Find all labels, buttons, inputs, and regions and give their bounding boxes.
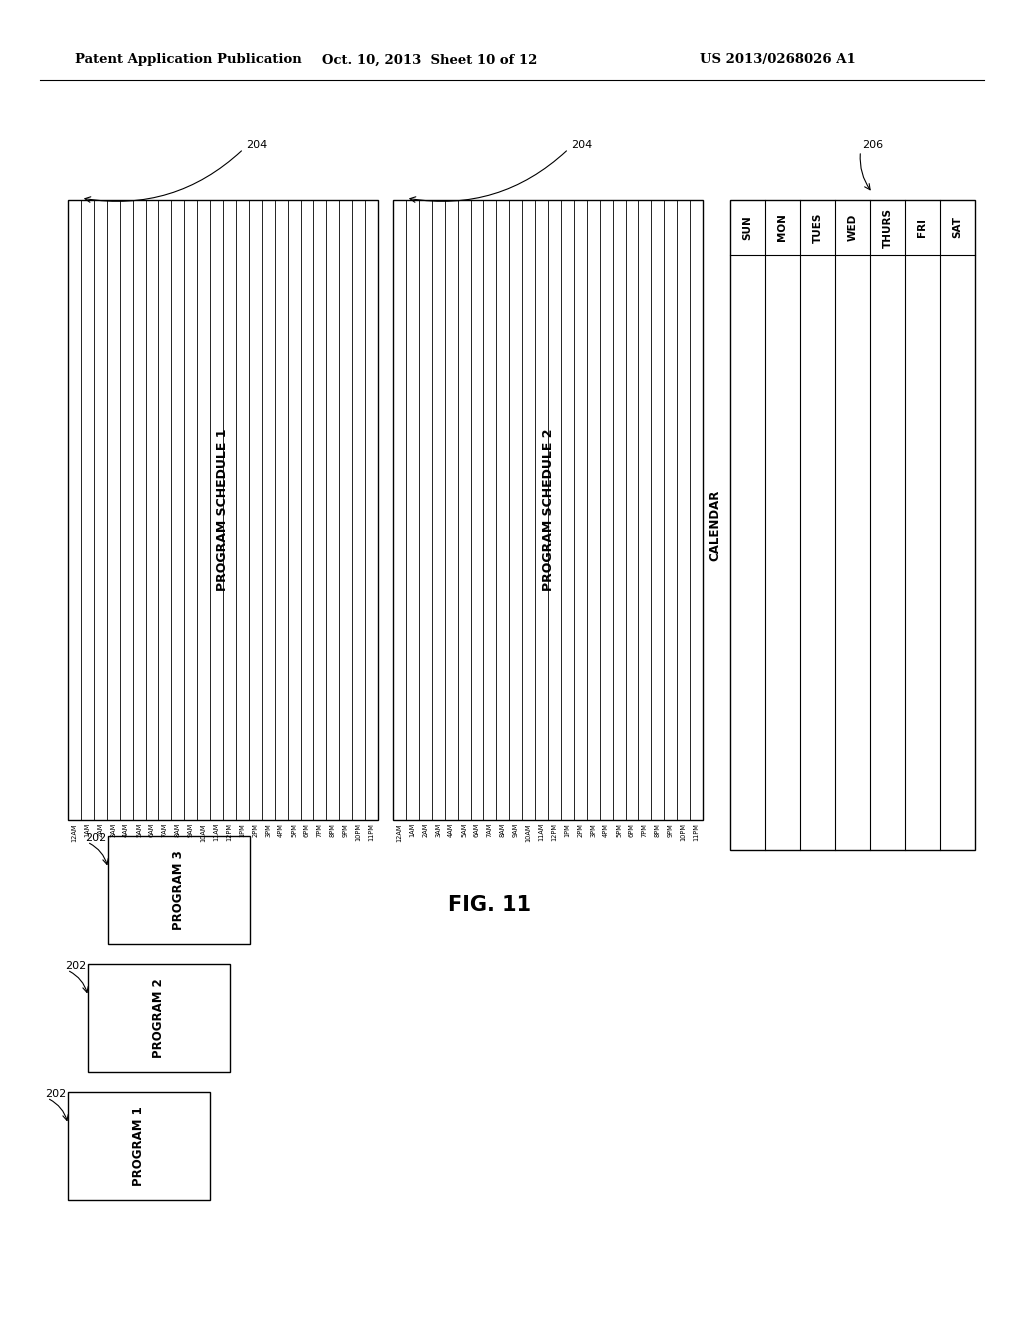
Text: Oct. 10, 2013  Sheet 10 of 12: Oct. 10, 2013 Sheet 10 of 12 [323,54,538,66]
Text: TUES: TUES [812,213,822,243]
Text: 10PM: 10PM [681,822,687,841]
Text: 3AM: 3AM [111,822,116,837]
Text: SAT: SAT [952,216,963,239]
Text: 11PM: 11PM [369,822,375,841]
Text: FRI: FRI [918,218,928,238]
Text: PROGRAM SCHEDULE 1: PROGRAM SCHEDULE 1 [216,429,229,591]
Bar [108,836,250,944]
Text: 6AM: 6AM [148,822,155,837]
Text: PROGRAM 3: PROGRAM 3 [172,850,185,929]
Text: 3PM: 3PM [590,822,596,837]
Text: 4AM: 4AM [123,822,129,837]
Text: 1PM: 1PM [564,822,570,837]
Text: MON: MON [777,214,787,242]
Text: 6PM: 6PM [304,822,310,837]
Text: 1AM: 1AM [84,822,90,837]
Text: FIG. 11: FIG. 11 [449,895,531,915]
Text: 2AM: 2AM [422,822,428,837]
Text: 7AM: 7AM [162,822,168,837]
Text: PROGRAM SCHEDULE 2: PROGRAM SCHEDULE 2 [542,429,555,591]
Text: 9PM: 9PM [343,822,349,837]
Text: CALENDAR: CALENDAR [709,490,722,561]
Text: 10AM: 10AM [201,822,207,842]
Text: 204: 204 [571,140,593,150]
Bar [68,1092,210,1200]
Text: 10AM: 10AM [525,822,531,842]
Text: Patent Application Publication: Patent Application Publication [75,54,302,66]
Text: 4PM: 4PM [603,822,609,837]
Text: 12PM: 12PM [552,822,557,841]
Text: 8PM: 8PM [654,822,660,837]
Text: 5AM: 5AM [136,822,142,837]
Text: 2AM: 2AM [97,822,103,837]
Bar [730,201,975,850]
Text: 6AM: 6AM [474,822,480,837]
Text: 12AM: 12AM [396,822,402,842]
Text: 204: 204 [247,140,267,150]
Text: 12AM: 12AM [72,822,78,842]
Text: 3PM: 3PM [265,822,271,837]
Text: 3AM: 3AM [435,822,441,837]
Bar [68,201,378,820]
Text: 5PM: 5PM [616,822,622,837]
Text: SUN: SUN [742,215,753,240]
Text: 8AM: 8AM [175,822,181,837]
Text: 7AM: 7AM [486,822,493,837]
Text: THURS: THURS [883,207,893,248]
Text: PROGRAM 1: PROGRAM 1 [132,1106,145,1185]
Text: 1AM: 1AM [410,822,416,837]
Text: 1PM: 1PM [240,822,246,837]
Text: 206: 206 [862,140,884,150]
Text: 202: 202 [85,833,106,843]
Text: 9PM: 9PM [668,822,674,837]
Text: 5PM: 5PM [291,822,297,837]
Text: 2PM: 2PM [578,822,584,837]
Text: 4PM: 4PM [279,822,284,837]
Text: 10PM: 10PM [355,822,361,841]
Text: 7PM: 7PM [316,822,323,837]
Text: 9AM: 9AM [187,822,194,837]
Text: 6PM: 6PM [629,822,635,837]
Bar [393,201,703,820]
Text: 4AM: 4AM [449,822,454,837]
Text: 202: 202 [65,961,86,972]
Text: 11PM: 11PM [693,822,699,841]
Text: 5AM: 5AM [461,822,467,837]
Text: 202: 202 [45,1089,67,1100]
Text: US 2013/0268026 A1: US 2013/0268026 A1 [700,54,856,66]
Text: 12PM: 12PM [226,822,232,841]
Text: 8PM: 8PM [330,822,336,837]
Text: 8AM: 8AM [500,822,506,837]
Text: 7PM: 7PM [642,822,648,837]
Text: 2PM: 2PM [252,822,258,837]
Text: 11AM: 11AM [214,822,219,841]
Text: WED: WED [848,214,857,242]
Bar [88,964,230,1072]
Text: 9AM: 9AM [513,822,519,837]
Text: PROGRAM 2: PROGRAM 2 [153,978,166,1057]
Text: 11AM: 11AM [539,822,545,841]
